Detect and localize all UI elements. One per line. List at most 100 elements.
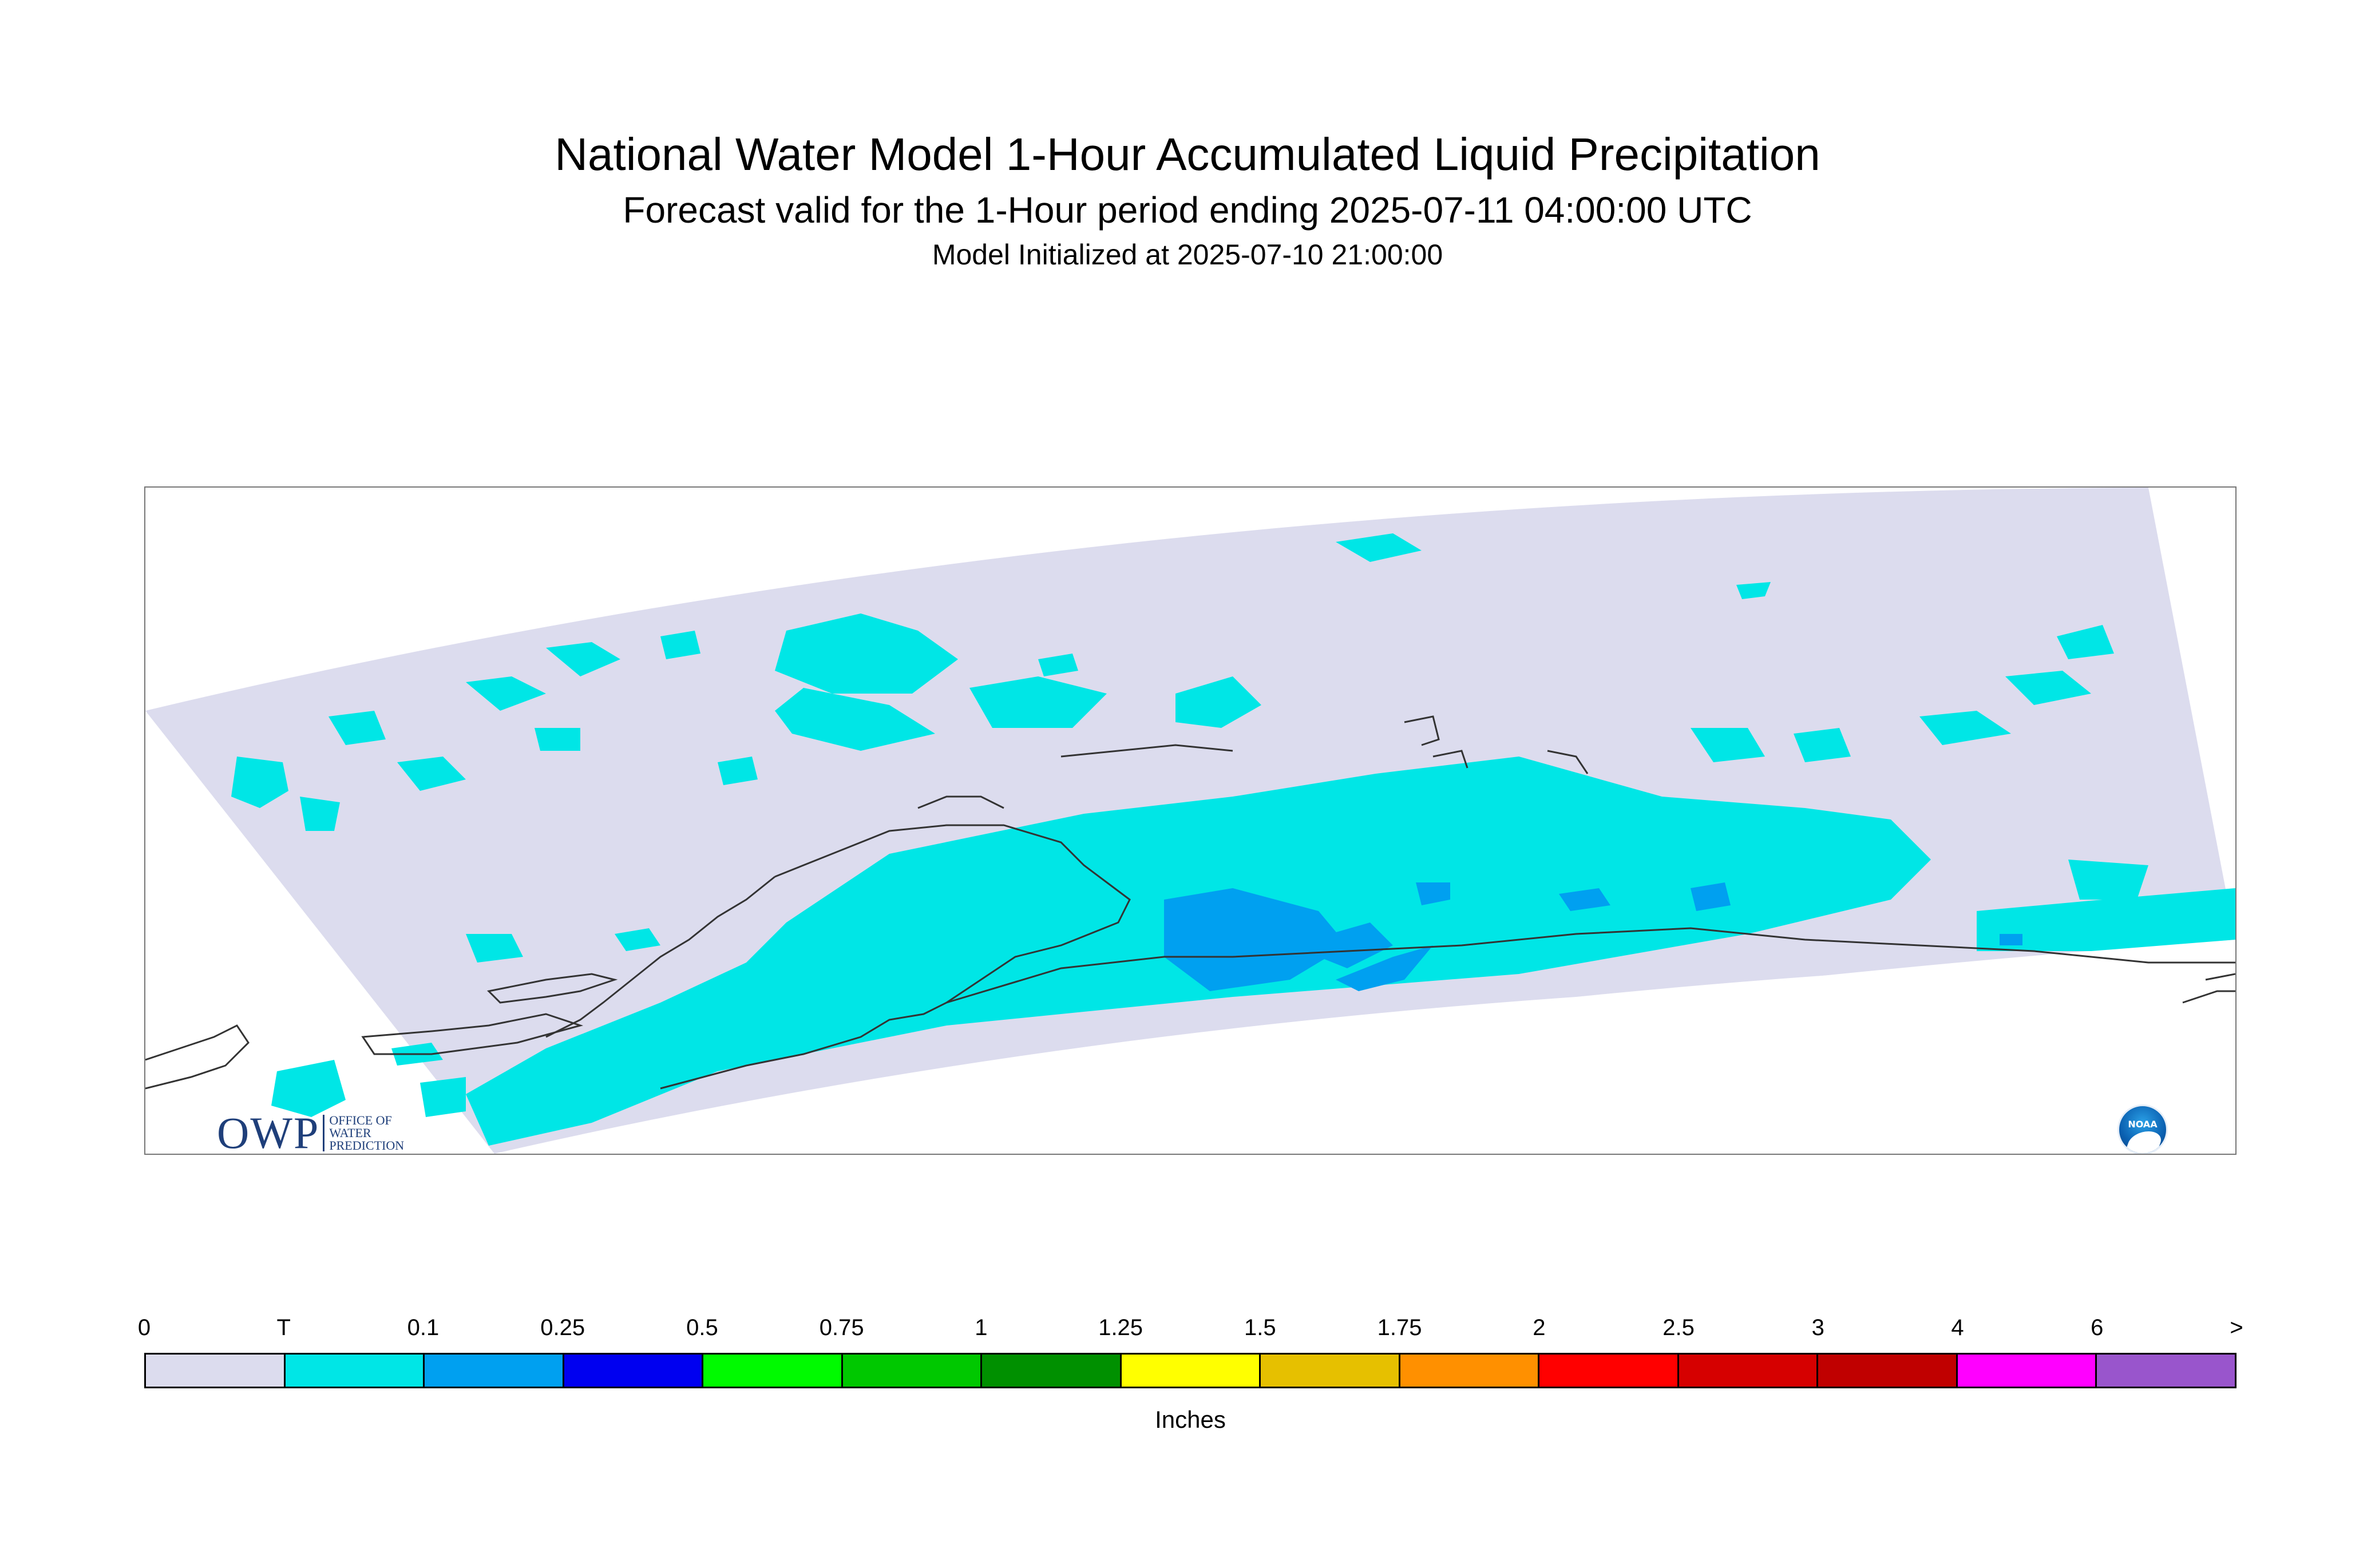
legend-swatch bbox=[1121, 1355, 1261, 1387]
domain-outside-region bbox=[494, 957, 2235, 1154]
legend-tick-label: 1 bbox=[975, 1315, 988, 1340]
coastline bbox=[145, 1024, 250, 1090]
trace-precip-area bbox=[969, 676, 1107, 728]
trace-precip-area bbox=[1977, 888, 2235, 951]
legend-swatch bbox=[982, 1355, 1122, 1387]
legend-color-bar bbox=[144, 1353, 2237, 1388]
legend-tick-label: 1.25 bbox=[1098, 1315, 1143, 1340]
legend-swatch bbox=[564, 1355, 704, 1387]
trace-precip-area bbox=[718, 757, 758, 785]
trace-precip-area bbox=[420, 1077, 466, 1117]
light-precip-layer bbox=[1164, 882, 2022, 991]
coastline bbox=[361, 1013, 584, 1055]
trace-precip-area bbox=[775, 613, 958, 694]
trace-precip-area bbox=[1919, 711, 2011, 745]
legend-swatch bbox=[285, 1355, 425, 1387]
trace-precip-area bbox=[1336, 533, 1422, 562]
model-init-subtitle: Model Initialized at 2025-07-10 21:00:00 bbox=[932, 239, 1443, 271]
legend-tick-label: 1.75 bbox=[1377, 1315, 1422, 1340]
legend-tick-label: 6 bbox=[2091, 1315, 2104, 1340]
legend-tick-label: 4 bbox=[1951, 1315, 1964, 1340]
trace-precip-area bbox=[2057, 625, 2114, 659]
coastline bbox=[1547, 750, 1589, 774]
forecast-valid-subtitle: Forecast valid for the 1-Hour period end… bbox=[623, 189, 1752, 231]
trace-precip-area bbox=[231, 757, 288, 808]
coastline bbox=[774, 824, 1131, 1004]
trace-precip-area bbox=[1794, 728, 1851, 762]
legend-swatch bbox=[1539, 1355, 1679, 1387]
legend-swatch bbox=[425, 1355, 564, 1387]
legend-tick-label: 0.75 bbox=[819, 1315, 864, 1340]
light-precip-area bbox=[1416, 882, 1450, 905]
light-precip-area bbox=[1559, 888, 1610, 911]
legend-swatch bbox=[2097, 1355, 2235, 1387]
legend-units-label: Inches bbox=[1155, 1406, 1226, 1433]
coastline bbox=[545, 876, 775, 1038]
owp-logo: OWP OFFICE OF WATER PREDICTION bbox=[217, 1108, 404, 1155]
owp-logo-line: PREDICTION bbox=[329, 1138, 405, 1153]
trace-precip-area bbox=[746, 974, 792, 1003]
noaa-logo-text: NOAA bbox=[2128, 1119, 2158, 1130]
legend-tick-label: 1.5 bbox=[1244, 1315, 1276, 1340]
legend-tick-label: 0.25 bbox=[540, 1315, 585, 1340]
trace-precip-area bbox=[615, 928, 660, 951]
legend-tick-label: > bbox=[2230, 1315, 2243, 1340]
legend-swatch bbox=[1400, 1355, 1540, 1387]
map-panel: OWP OFFICE OF WATER PREDICTION NOAA bbox=[144, 486, 2237, 1155]
trace-precip-area bbox=[2068, 860, 2148, 900]
owp-logo-text: OFFICE OF WATER PREDICTION bbox=[329, 1114, 404, 1152]
trace-precip-area bbox=[1691, 728, 1765, 762]
owp-logo-line: OFFICE OF bbox=[329, 1113, 392, 1127]
coastline bbox=[2205, 973, 2235, 981]
coastline bbox=[946, 927, 2235, 1004]
legend-tick-labels: 0 T 0.1 0.25 0.5 0.75 1 1.25 1.5 1.75 2 2.5 3 4 6 > bbox=[138, 1313, 2243, 1342]
precipitation-map bbox=[145, 488, 2235, 1154]
coastline-layer bbox=[145, 715, 2235, 1090]
trace-precip-area bbox=[466, 934, 523, 963]
legend-swatch bbox=[1261, 1355, 1400, 1387]
trace-precip-area bbox=[328, 711, 386, 745]
legend-swatch bbox=[1679, 1355, 1819, 1387]
legend-swatch bbox=[1818, 1355, 1958, 1387]
trace-precip-area bbox=[300, 797, 340, 831]
coastline bbox=[660, 1001, 947, 1090]
trace-precip-area bbox=[466, 676, 546, 711]
chart-title: National Water Model 1-Hour Accumulated … bbox=[555, 129, 1820, 180]
legend-tick-label: 0.1 bbox=[407, 1315, 440, 1340]
coastline bbox=[1060, 744, 1233, 758]
trace-precip-area bbox=[271, 1060, 346, 1117]
trace-precip-area bbox=[775, 688, 935, 751]
legend-swatch bbox=[1957, 1355, 2097, 1387]
light-precip-area bbox=[1164, 888, 1347, 991]
trace-precip-area bbox=[546, 642, 620, 676]
light-precip-area bbox=[1336, 945, 1433, 991]
coastline bbox=[2182, 990, 2235, 1004]
owp-logo-line: WATER bbox=[329, 1126, 371, 1140]
legend-tick-label: 0 bbox=[137, 1315, 151, 1340]
legend-swatch bbox=[146, 1355, 286, 1387]
coastline bbox=[1404, 715, 1440, 746]
light-precip-area bbox=[1290, 922, 1393, 968]
light-precip-area bbox=[1691, 882, 1731, 911]
legend-tick-label: 0.5 bbox=[686, 1315, 718, 1340]
domain-outside-region bbox=[145, 711, 494, 1154]
trace-precip-area bbox=[397, 757, 466, 791]
legend-tick-label: 2.5 bbox=[1662, 1315, 1695, 1340]
owp-logo-divider bbox=[323, 1115, 325, 1151]
coastline bbox=[1432, 750, 1468, 769]
coastline bbox=[486, 973, 618, 1004]
light-precip-area bbox=[2000, 934, 2022, 945]
coastline bbox=[917, 795, 1004, 809]
owp-logo-mark: OWP bbox=[217, 1108, 320, 1155]
trace-precip-area bbox=[1038, 654, 1078, 676]
trace-precip-area bbox=[1736, 582, 1771, 599]
trace-precip-area bbox=[660, 631, 700, 659]
legend-tick-label: 3 bbox=[1811, 1315, 1824, 1340]
trace-precip-area bbox=[535, 728, 580, 751]
legend-tick-label: 2 bbox=[1533, 1315, 1546, 1340]
trace-precip-area bbox=[2005, 671, 2091, 705]
legend-tick-label: T bbox=[276, 1315, 291, 1340]
legend-swatch bbox=[842, 1355, 983, 1387]
legend-swatch bbox=[703, 1355, 843, 1387]
noaa-logo-icon: NOAA bbox=[2117, 1104, 2168, 1154]
